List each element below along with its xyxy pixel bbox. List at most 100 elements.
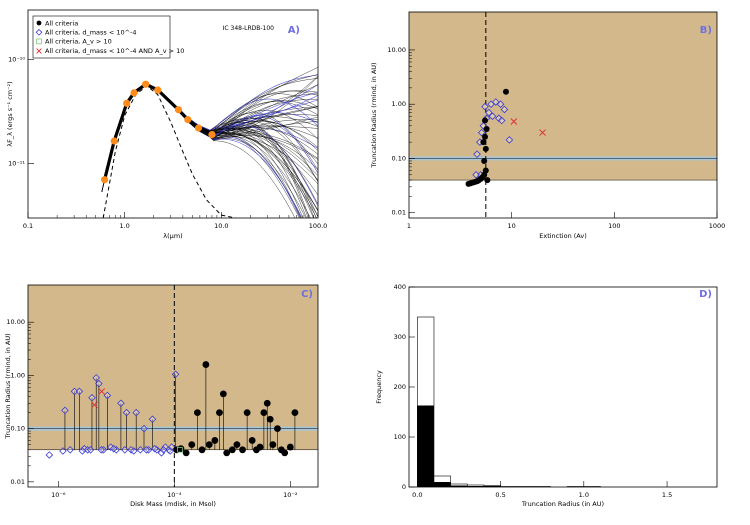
cross-marker: [539, 129, 546, 136]
filled-circle-marker: [223, 449, 231, 457]
filled-circle-marker: [274, 425, 281, 433]
y-tick-label: 0.01: [11, 478, 25, 486]
y-tick-label: 300: [394, 333, 406, 341]
x-tick-label: 1: [407, 222, 411, 230]
diamond-marker: [132, 408, 140, 417]
observed-flux-point: [184, 116, 192, 124]
cross-marker: [98, 388, 106, 395]
filled-circle-marker: [243, 409, 251, 417]
diamond-marker: [86, 446, 95, 454]
excluded-region-shade: [409, 12, 717, 181]
filled-circle-marker: [291, 409, 299, 417]
model-sed-line: [101, 84, 317, 218]
square-marker: [177, 447, 183, 453]
y-tick-label: 10.00: [387, 46, 406, 54]
x-tick-label: 1.5: [662, 491, 672, 499]
model-sed-line: [101, 84, 318, 196]
panel-a: 0.1 1.0 10.0 100.0 10⁻¹¹ 10⁻¹⁰ A) IC 348-LRDB…: [6, 9, 328, 240]
legend-marker-square: [36, 38, 42, 45]
diamond-marker: [481, 102, 489, 111]
x-tick-label: 10⁻⁴: [167, 491, 182, 499]
diamond-marker: [66, 446, 74, 454]
filled-circle-marker: [182, 449, 190, 457]
panel-a-frame: [27, 9, 319, 219]
filled-circle-marker: [228, 446, 236, 454]
y-tick-label: 100: [394, 433, 406, 441]
filled-circle-marker: [482, 167, 489, 174]
filled-circle-marker: [256, 443, 264, 451]
x-tick-label: 10.0: [214, 222, 228, 230]
filled-circle-marker: [482, 133, 489, 140]
panel-d: 0.0 0.5 1.0 1.5 0 100 200 300 400 D) Truncation …: [375, 283, 718, 508]
model-sed-core: [103, 82, 213, 181]
observed-flux-point: [110, 137, 118, 145]
diamond-marker: [99, 446, 108, 454]
observed-flux-point: [100, 176, 109, 184]
model-sed-line: [101, 84, 309, 218]
y-tick-label: 10.00: [6, 318, 25, 326]
legend-entry-1: All criteria, d_mass < 10^-4: [45, 29, 137, 37]
diamond-marker: [92, 374, 100, 382]
histogram-bar-selected: [483, 486, 501, 487]
diamond-marker: [166, 447, 174, 455]
diamond-marker: [59, 447, 67, 455]
diamond-marker: [157, 449, 166, 457]
diamond-marker: [97, 446, 106, 454]
x-tick-label: 10⁻⁶: [51, 491, 66, 499]
diamond-marker: [112, 446, 121, 454]
filled-circle-marker: [219, 390, 227, 398]
diamond-marker: [151, 444, 159, 453]
y-tick-label: 0: [402, 483, 406, 491]
filled-circle-marker: [286, 443, 294, 451]
filled-circle-marker: [239, 446, 246, 454]
y-tick-label: 10⁻¹¹: [8, 160, 25, 168]
observed-flux-point: [174, 106, 183, 114]
model-sed-line: [101, 84, 301, 218]
filled-circle-marker: [482, 117, 489, 124]
diamond-marker: [45, 451, 54, 459]
x-tick-label: 0.0: [412, 491, 422, 499]
filled-circle-marker: [202, 361, 210, 368]
diamond-marker: [477, 128, 486, 137]
diamond-marker: [495, 114, 503, 123]
panel-c-xlabel: Disk Mass (mdisk, in Msol): [130, 500, 216, 508]
diamond-marker: [167, 443, 176, 451]
panel-c-frame: [27, 284, 319, 488]
object-name: IC 348-LRDB-100: [223, 25, 275, 32]
histogram-bar-selected: [467, 486, 484, 487]
model-sed-line: [101, 84, 318, 192]
legend-marker-diamond: [35, 28, 43, 36]
filled-circle-marker: [211, 437, 219, 444]
x-tick-label: 10⁻²: [283, 491, 298, 499]
diamond-marker: [117, 399, 125, 408]
x-tick-label: 10: [508, 222, 516, 230]
legend-entry-0: All criteria: [45, 20, 78, 28]
diamond-marker: [496, 100, 505, 108]
observed-flux-point: [208, 131, 216, 139]
legend-marker-cross: [36, 48, 42, 54]
model-sed-line: [101, 84, 318, 217]
histogram-bar-selected: [450, 485, 468, 487]
photosphere-line: [102, 85, 236, 218]
panel-d-ylabel: Frequency: [375, 370, 383, 404]
panel-c-label: C): [301, 289, 313, 300]
panel-b-label: B): [700, 25, 712, 36]
diamond-marker: [109, 444, 118, 453]
histogram-bar-selected: [433, 482, 451, 487]
legend: All criteria All criteria, d_mass < 10^-…: [32, 15, 184, 59]
panel-a-label: A): [288, 25, 300, 36]
excluded-region-shade: [28, 285, 318, 450]
diamond-marker: [473, 150, 481, 158]
model-sed-line: [101, 84, 301, 218]
diamond-marker: [488, 112, 497, 121]
diamond-marker: [61, 406, 69, 415]
filled-circle-marker: [480, 139, 487, 146]
observed-flux-point: [130, 89, 138, 97]
panel-d-xlabel: Truncation Radius (in AU): [521, 500, 604, 508]
filled-circle-marker: [188, 441, 196, 449]
filled-circle-marker: [248, 437, 256, 444]
x-tick-label: 1.0: [579, 491, 589, 499]
cross-marker: [91, 401, 98, 409]
x-tick-label: 100.0: [309, 222, 328, 230]
legend-entry-2: All criteria, A_v > 10: [45, 38, 112, 46]
